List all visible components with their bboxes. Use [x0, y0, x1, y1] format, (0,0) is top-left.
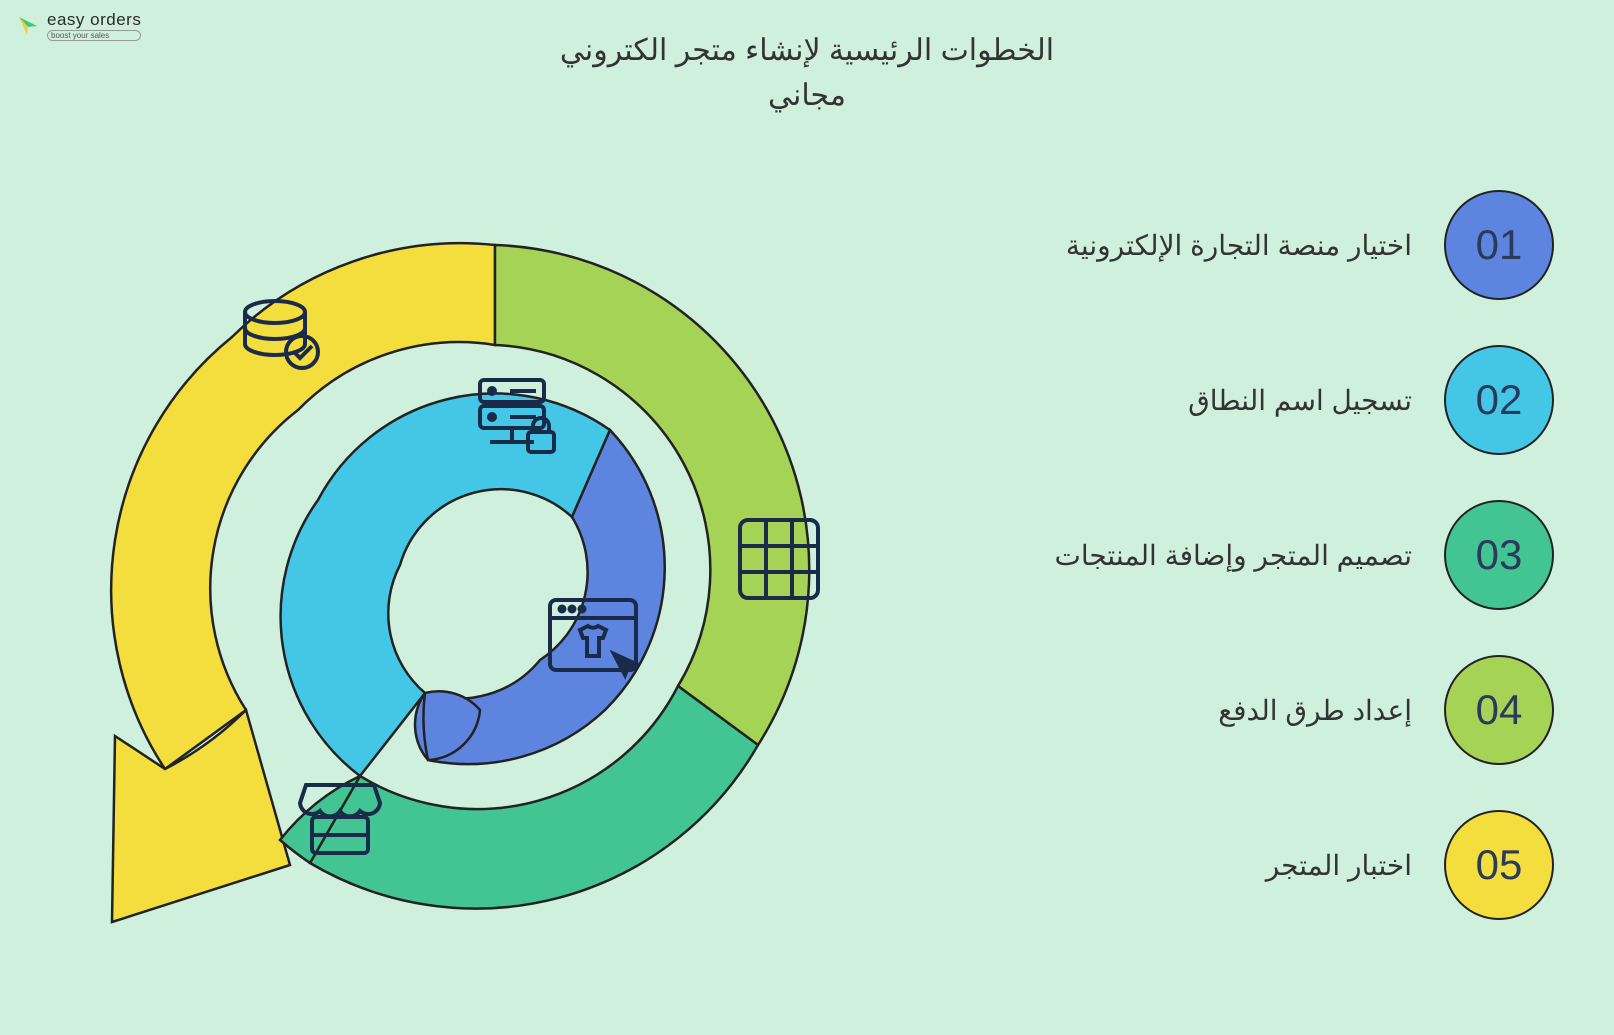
logo-arrow-icon — [15, 13, 41, 39]
step-label-2: تسجيل اسم النطاق — [1188, 384, 1412, 417]
step-label-3: تصميم المتجر وإضافة المنتجات — [1054, 539, 1412, 572]
step-circle-4: 04 — [1444, 655, 1554, 765]
step-circle-5: 05 — [1444, 810, 1554, 920]
page-title: الخطوات الرئيسية لإنشاء متجر الكتروني مج… — [560, 28, 1054, 118]
step-circle-3: 03 — [1444, 500, 1554, 610]
logo-title: easy orders — [47, 10, 141, 30]
logo: easy orders boost your sales — [15, 10, 141, 41]
step-label-4: إعداد طرق الدفع — [1218, 694, 1412, 727]
step-circle-2: 02 — [1444, 345, 1554, 455]
step-item-3: 03 تصميم المتجر وإضافة المنتجات — [1054, 500, 1554, 610]
logo-tagline: boost your sales — [47, 30, 141, 41]
steps-list: 01 اختيار منصة التجارة الإلكترونية 02 تس… — [1054, 190, 1554, 920]
step-label-1: اختيار منصة التجارة الإلكترونية — [1066, 229, 1412, 262]
step-item-2: 02 تسجيل اسم النطاق — [1054, 345, 1554, 455]
step-circle-1: 01 — [1444, 190, 1554, 300]
title-line2: مجاني — [560, 73, 1054, 118]
spiral-diagram — [50, 170, 870, 990]
step-item-1: 01 اختيار منصة التجارة الإلكترونية — [1054, 190, 1554, 300]
step-label-5: اختبار المتجر — [1266, 849, 1412, 882]
step-item-4: 04 إعداد طرق الدفع — [1054, 655, 1554, 765]
step-item-5: 05 اختبار المتجر — [1054, 810, 1554, 920]
title-line1: الخطوات الرئيسية لإنشاء متجر الكتروني — [560, 28, 1054, 73]
